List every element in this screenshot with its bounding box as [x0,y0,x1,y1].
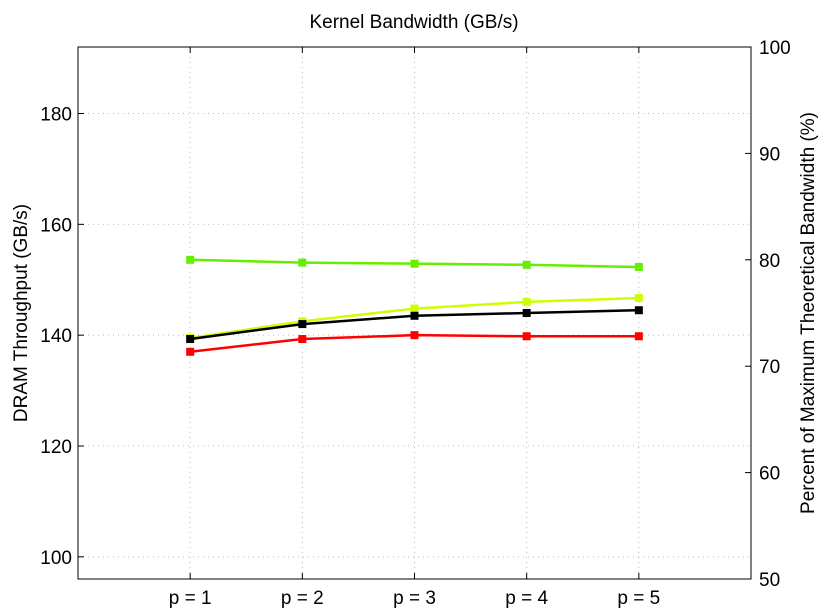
chart-title: Kernel Bandwidth (GB/s) [309,12,518,33]
x-tick-label: p = 2 [281,588,324,609]
series-3-point [298,320,307,329]
series-1-point [522,260,531,269]
series-4-point [186,347,195,356]
series-3-point [522,309,531,317]
y-tick-label: 120 [40,437,72,458]
y-tick-label: 180 [40,105,72,126]
series-3-point [634,306,643,315]
y2-tick-label: 60 [759,464,780,485]
series-1-point [410,259,419,268]
y2-tick-label: 100 [759,38,791,59]
series-2-point [410,304,419,313]
series-2-point [522,297,531,306]
x-tick-label: p = 1 [169,588,212,609]
x-tick-label: p = 5 [617,588,660,609]
series-1-point [186,255,195,264]
y2-tick-label: 70 [759,357,780,378]
series-layer [186,255,643,356]
x-tick-label: p = 3 [393,588,436,609]
series-2-point [634,294,643,303]
y-tick-label: 160 [40,215,72,236]
y-axis-label: DRAM Throughput (GB/s) [11,204,32,422]
series-1-point [298,258,307,267]
series-4-point [634,332,643,341]
series-4-point [410,331,419,340]
y-tick-label: 140 [40,326,72,347]
series-4-point [298,335,307,344]
y-tick-label: 100 [40,548,72,569]
y2-tick-label: 80 [759,251,780,272]
y2-tick-label: 90 [759,144,780,165]
y2-axis-label: Percent of Maximum Theoretical Bandwidth… [798,112,819,514]
series-3-point [186,335,195,344]
tick-layer: p = 1 p = 2 p = 3 p = 4 p = 5 100 120 140 160 180… [40,38,790,609]
series-1-point [634,263,643,272]
x-tick-label: p = 4 [505,588,548,609]
y2-tick-label: 50 [759,570,780,591]
series-4-point [522,332,531,341]
series-3-point [410,311,419,320]
